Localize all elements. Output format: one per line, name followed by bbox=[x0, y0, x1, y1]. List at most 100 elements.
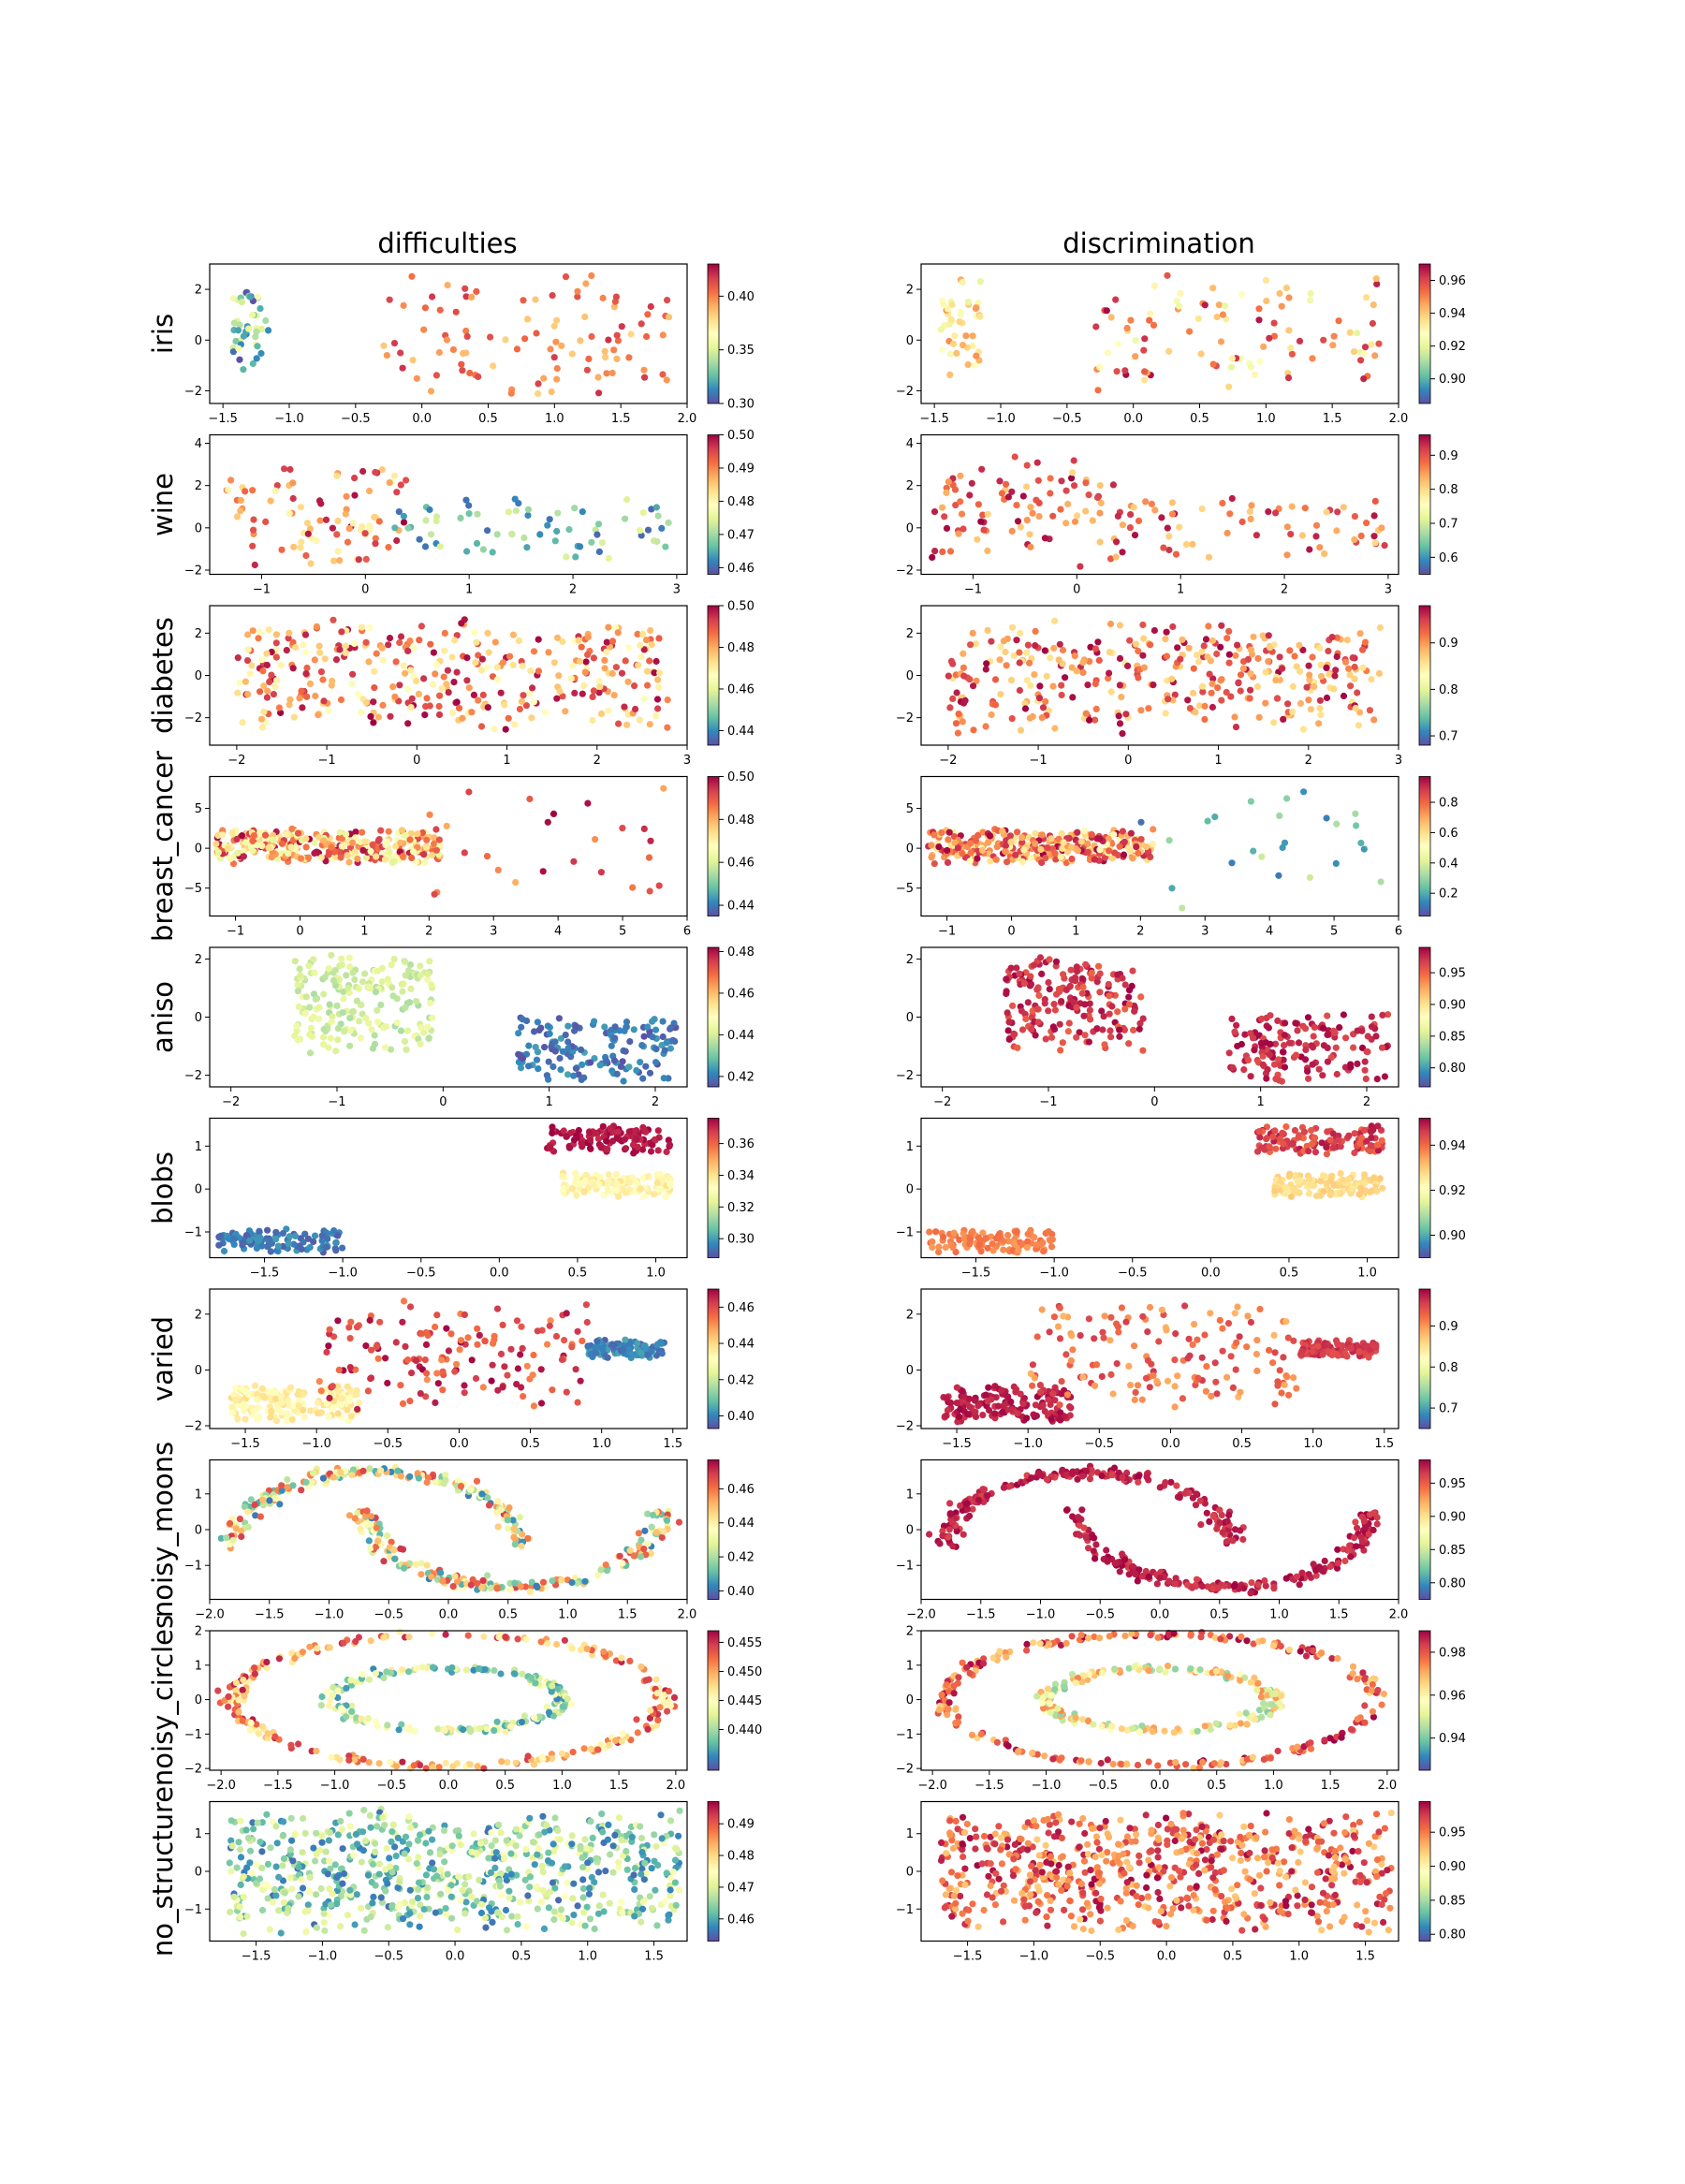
scatter-point bbox=[254, 293, 261, 300]
scatter-point bbox=[425, 1034, 432, 1042]
scatter-point bbox=[1337, 1169, 1344, 1178]
scatter-point bbox=[1191, 1321, 1198, 1328]
scatter-point bbox=[541, 1044, 549, 1051]
scatter-point bbox=[1355, 1348, 1363, 1356]
scatter-point bbox=[654, 512, 662, 520]
scatter-point bbox=[1368, 341, 1375, 348]
scatter-point bbox=[239, 832, 246, 840]
scatter-point bbox=[417, 1040, 424, 1048]
axes-frame bbox=[209, 433, 688, 576]
scatter-point bbox=[1176, 523, 1183, 531]
scatter-point bbox=[415, 690, 422, 698]
scatter-point bbox=[621, 703, 628, 711]
scatter-point bbox=[370, 719, 377, 726]
colorbar-tick-label: 0.2 bbox=[1439, 887, 1458, 901]
scatter-point bbox=[967, 641, 974, 649]
scatter-point bbox=[971, 1397, 979, 1404]
scatter-point bbox=[1021, 699, 1029, 708]
scatter-point bbox=[574, 287, 581, 295]
scatter-point bbox=[493, 676, 502, 683]
scatter-point bbox=[646, 657, 653, 665]
scatter-point bbox=[614, 1128, 622, 1136]
scatter-point bbox=[1204, 653, 1211, 661]
scatter-point bbox=[971, 361, 978, 369]
scatter-point bbox=[365, 1019, 373, 1027]
scatter-point bbox=[296, 695, 303, 702]
scatter-point bbox=[1069, 469, 1077, 476]
scatter-point bbox=[491, 1332, 498, 1340]
x-tick-label: 1.5 bbox=[611, 412, 631, 426]
scatter-point bbox=[604, 1145, 611, 1152]
scatter-point bbox=[1356, 1139, 1364, 1147]
scatter-point bbox=[584, 1342, 592, 1350]
scatter-point bbox=[346, 1042, 354, 1049]
scatter-point bbox=[359, 467, 367, 476]
scatter-point bbox=[608, 1341, 616, 1348]
scatter-point bbox=[526, 795, 534, 803]
axes-noisy_moons-difficulties: −2.0 −1.5 −1.0 −0.5 0.0 0.5 1.0 1.5 2.0−1010.400… bbox=[184, 1458, 755, 1622]
scatter-point bbox=[1238, 1040, 1245, 1048]
scatter-point bbox=[1367, 1127, 1374, 1135]
colorbar-tick-label: 0.9 bbox=[1439, 1320, 1458, 1334]
scatter-point bbox=[652, 504, 661, 511]
column-title-difficulties: difficulties bbox=[377, 227, 517, 259]
scatter-point bbox=[1282, 285, 1290, 292]
scatter-point bbox=[959, 278, 966, 286]
scatter-point bbox=[935, 1243, 943, 1251]
scatter-point bbox=[311, 656, 318, 664]
scatter-point bbox=[1033, 1333, 1041, 1341]
scatter-point bbox=[1259, 1061, 1267, 1068]
scatter-point bbox=[1146, 1303, 1154, 1312]
scatter-point bbox=[976, 278, 984, 286]
scatter-point bbox=[1077, 1332, 1084, 1340]
scatter-point bbox=[1264, 1065, 1271, 1074]
x-tick-label: 2 bbox=[569, 583, 577, 597]
scatter-point bbox=[250, 516, 257, 523]
scatter-point bbox=[1002, 842, 1009, 850]
scatter-point bbox=[465, 502, 473, 509]
scatter-point bbox=[435, 836, 443, 843]
x-tick-label: −1 bbox=[1030, 754, 1048, 768]
scatter-point bbox=[1018, 858, 1027, 866]
scatter-point bbox=[659, 1018, 667, 1025]
scatter-point bbox=[423, 1376, 431, 1384]
colorbar-tick-label: 0.50 bbox=[727, 429, 755, 443]
scatter-point bbox=[432, 1323, 439, 1331]
scatter-point bbox=[535, 380, 542, 388]
scatter-point bbox=[1048, 1415, 1055, 1423]
scatter-point bbox=[265, 844, 272, 852]
scatter-point bbox=[662, 543, 669, 550]
scatter-point bbox=[665, 314, 673, 321]
scatter-point bbox=[1109, 1390, 1117, 1398]
scatter-point bbox=[1093, 1025, 1101, 1033]
scatter-point bbox=[1112, 296, 1120, 303]
scatter-point bbox=[1244, 655, 1252, 664]
scatter-point bbox=[1043, 672, 1050, 680]
scatter-point bbox=[1375, 340, 1383, 347]
column-title-discrimination: discrimination bbox=[1062, 227, 1255, 259]
scatter-point bbox=[1366, 707, 1373, 714]
scatter-point bbox=[400, 301, 407, 309]
scatter-point bbox=[1284, 1334, 1292, 1341]
scatter-point bbox=[952, 502, 960, 509]
scatter-point bbox=[520, 297, 527, 304]
scatter-point bbox=[1323, 1143, 1330, 1151]
scatter-point bbox=[1048, 835, 1055, 843]
y-tick-label: −1 bbox=[184, 1225, 202, 1239]
scatter-point bbox=[1247, 670, 1254, 678]
scatter-point bbox=[564, 1045, 572, 1052]
scatter-point bbox=[422, 1341, 431, 1348]
scatter-point bbox=[1370, 512, 1378, 520]
scatter-point bbox=[427, 388, 435, 395]
scatter-point bbox=[940, 1233, 947, 1240]
scatter-point bbox=[266, 678, 273, 686]
x-tick-label: −1 bbox=[253, 583, 271, 597]
colorbar-tick-label: 0.8 bbox=[1439, 797, 1458, 811]
y-tick-label: 2 bbox=[195, 953, 202, 967]
scatter-point bbox=[1132, 640, 1140, 648]
scatter-point bbox=[521, 335, 529, 343]
scatter-point bbox=[292, 1232, 300, 1239]
scatter-point bbox=[1282, 1123, 1290, 1131]
scatter-point bbox=[664, 297, 671, 304]
scatter-points bbox=[291, 951, 680, 1085]
